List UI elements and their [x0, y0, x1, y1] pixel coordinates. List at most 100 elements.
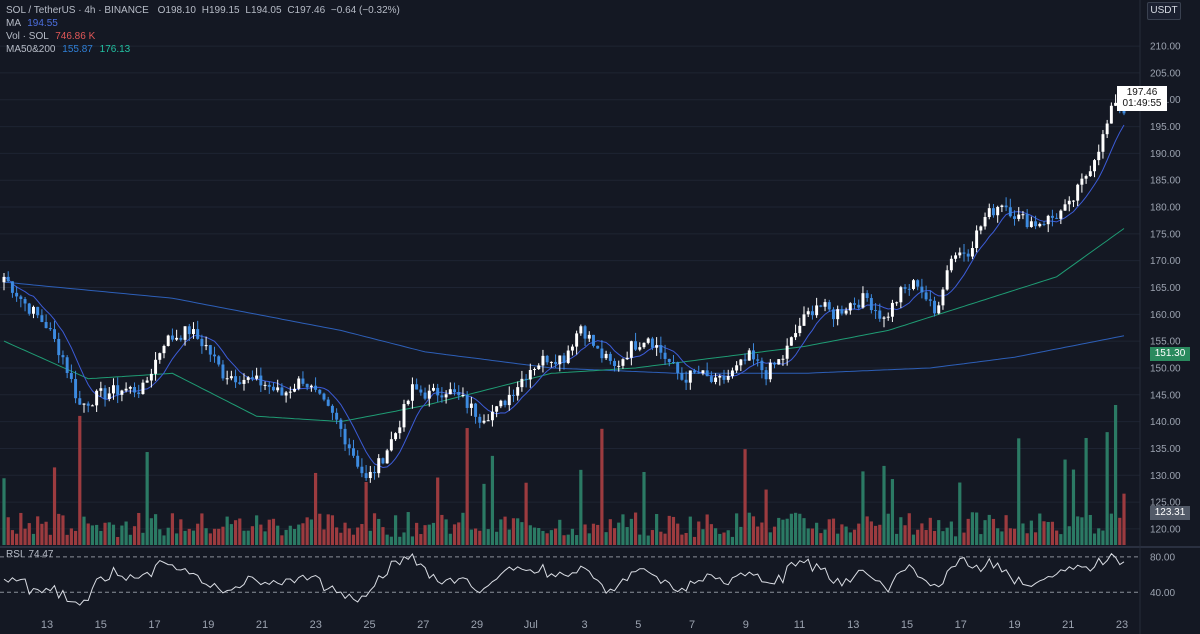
candle-body	[840, 309, 844, 314]
candle-body	[381, 458, 385, 464]
volume-bar	[137, 512, 141, 545]
ma-short-line	[3, 124, 1125, 469]
volume-bar	[1101, 530, 1105, 545]
volume-bar	[903, 525, 907, 545]
candle-body	[10, 281, 14, 293]
candle-body	[865, 293, 869, 299]
volume-bar	[840, 524, 844, 545]
candle-body	[339, 419, 343, 429]
volume-bar	[591, 523, 596, 545]
candle-body	[987, 208, 991, 218]
candle-body	[499, 400, 503, 407]
candle-body	[773, 362, 776, 365]
rsi-line	[3, 552, 1125, 606]
volume-bar	[916, 529, 920, 545]
volume-bar	[1000, 531, 1004, 545]
candle-body	[1025, 214, 1029, 228]
volume-bar	[103, 522, 107, 545]
candle-body	[726, 376, 730, 380]
volume-bar	[676, 523, 680, 545]
volume-bar	[149, 518, 153, 545]
candle-body	[600, 348, 604, 359]
volume-bar	[827, 519, 831, 545]
volume-bar	[490, 455, 495, 545]
volume-bar	[575, 535, 579, 545]
volume-bar	[276, 525, 280, 545]
volume-bar	[802, 518, 806, 545]
candle-body	[288, 391, 292, 393]
candle-body	[739, 359, 743, 366]
candle-body	[158, 353, 162, 360]
volume-bar	[751, 516, 756, 545]
candle-body	[621, 359, 625, 366]
volume-bar	[280, 535, 284, 545]
candle-body	[604, 353, 608, 359]
volume-bar	[246, 530, 250, 545]
volume-bar	[478, 530, 482, 545]
rsi-tick-label: 40.00	[1150, 588, 1175, 599]
candle-body	[701, 370, 705, 374]
price-tick-label: 140.00	[1150, 417, 1181, 428]
volume-bar	[629, 518, 633, 545]
candle-body	[789, 337, 793, 346]
candle-body	[996, 207, 1000, 216]
time-axis[interactable]: 13 15 17 19 21 23 25 27 29 Jul 3 5 7 9 11 13 15 17 19 21 23	[41, 619, 1128, 631]
candle-body	[1101, 134, 1105, 152]
candle-body	[684, 379, 688, 383]
candle-body	[528, 369, 532, 380]
low-value: 194.05	[250, 5, 282, 16]
volume-bar	[107, 522, 111, 545]
volume-bar	[621, 514, 625, 545]
ma50-200-label: MA50&200	[6, 44, 56, 55]
candle-body	[920, 286, 924, 293]
candle-body	[579, 326, 583, 334]
volume-bar	[638, 534, 642, 545]
volume-bar	[507, 529, 511, 545]
low-label: L	[245, 5, 251, 16]
volume-bar	[423, 525, 427, 545]
volume-bar	[233, 520, 238, 545]
volume-bar	[991, 518, 996, 545]
volume-bar	[937, 520, 941, 545]
volume-bar	[730, 536, 735, 545]
currency-unit-badge[interactable]: USDT	[1147, 2, 1181, 20]
rsi-pane	[0, 552, 1140, 606]
ma-row[interactable]: MA 194.55	[6, 17, 400, 30]
price-tick-label: 180.00	[1150, 203, 1181, 214]
volume-bar	[427, 524, 431, 545]
volume-bar	[823, 529, 827, 545]
price-tick-label: 185.00	[1150, 176, 1181, 187]
candle-body	[1105, 123, 1109, 135]
volume-bar	[141, 532, 145, 545]
candle-body	[903, 287, 907, 289]
volume-row[interactable]: Vol · SOL 746.86 K	[6, 30, 400, 43]
volume-bar	[309, 519, 313, 545]
candle-body	[545, 355, 549, 363]
price-axis[interactable]: 120.00 125.00 130.00 135.00 140.00 145.00 150.…	[1150, 42, 1181, 599]
price-tick-label: 155.00	[1150, 337, 1181, 348]
ma-value: 194.55	[27, 18, 58, 29]
volume-bar	[625, 527, 629, 545]
volume-bar	[861, 471, 865, 545]
volume-bar	[10, 530, 15, 545]
volume-bar	[461, 512, 465, 545]
candle-body	[1004, 205, 1008, 208]
rsi-legend[interactable]: RSI 74.47	[6, 549, 53, 560]
candle-body	[815, 305, 819, 316]
ma50-200-row[interactable]: MA50&200 155.87 176.13	[6, 43, 400, 56]
candle-body	[992, 208, 995, 216]
candle-body	[208, 345, 212, 355]
candle-body	[242, 379, 246, 384]
volume-bar	[633, 512, 638, 545]
time-tick-label: 27	[417, 619, 429, 631]
candle-body	[272, 386, 275, 391]
time-tick-label: 5	[635, 619, 641, 631]
volume-bar	[646, 535, 650, 545]
time-tick-label: 15	[901, 619, 913, 631]
candle-body	[217, 356, 221, 365]
candle-body	[410, 384, 414, 401]
candle-body	[730, 370, 734, 377]
volume-bar	[343, 522, 347, 545]
volume-bar	[419, 534, 423, 545]
